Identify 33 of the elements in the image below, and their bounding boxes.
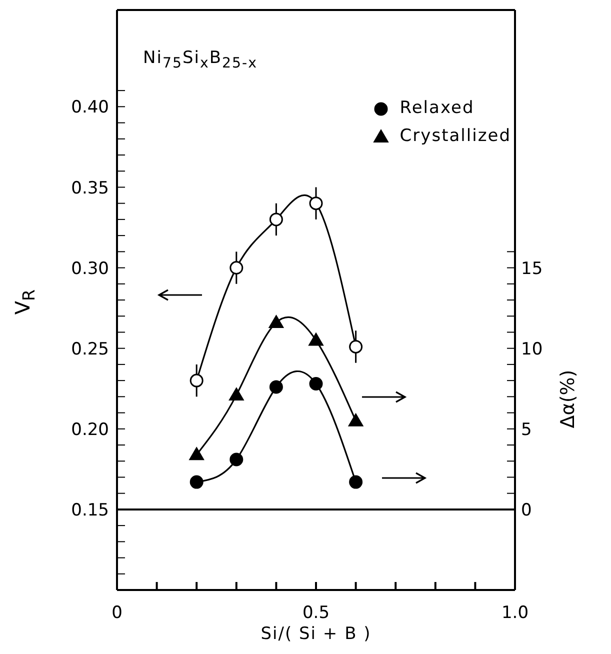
y2-tick-label: 10 (521, 339, 543, 360)
legend-label: Relaxed (400, 98, 474, 118)
y-tick-label: 0.30 (71, 258, 109, 279)
x-axis-title: Si/( Si + B ) (260, 624, 372, 644)
point (190, 374, 204, 388)
point (190, 475, 204, 489)
y-tick-label: 0.20 (71, 420, 109, 440)
point (309, 377, 323, 391)
point (268, 315, 284, 328)
point (348, 413, 364, 426)
point (349, 475, 363, 489)
point (228, 388, 244, 401)
point (189, 447, 204, 460)
y-tick-label: 0.35 (71, 178, 109, 198)
y-tick-label: 0.25 (71, 339, 109, 360)
point (349, 340, 363, 354)
annotation: Ni$_{75}$Si$_{x}$B$_{25-x}$ (143, 48, 258, 72)
point (230, 452, 244, 466)
point (308, 332, 324, 346)
point (269, 212, 283, 226)
point (269, 380, 283, 394)
y-tick-label: 0.40 (71, 98, 109, 118)
y2-tick-label: 15 (521, 258, 543, 279)
y2-tick-label: 5 (521, 420, 532, 440)
y-tick-label: 0.15 (71, 500, 109, 520)
point (230, 261, 244, 275)
legend-label: Crystallized (400, 126, 511, 146)
y2-tick-label: 0 (521, 500, 532, 520)
y2-axis-title: Δα(%) (557, 370, 580, 428)
point (309, 196, 323, 210)
x-tick-label: 1.0 (501, 603, 529, 624)
x-tick-label: 0 (112, 603, 122, 624)
x-tick-label: 0.5 (302, 603, 330, 624)
